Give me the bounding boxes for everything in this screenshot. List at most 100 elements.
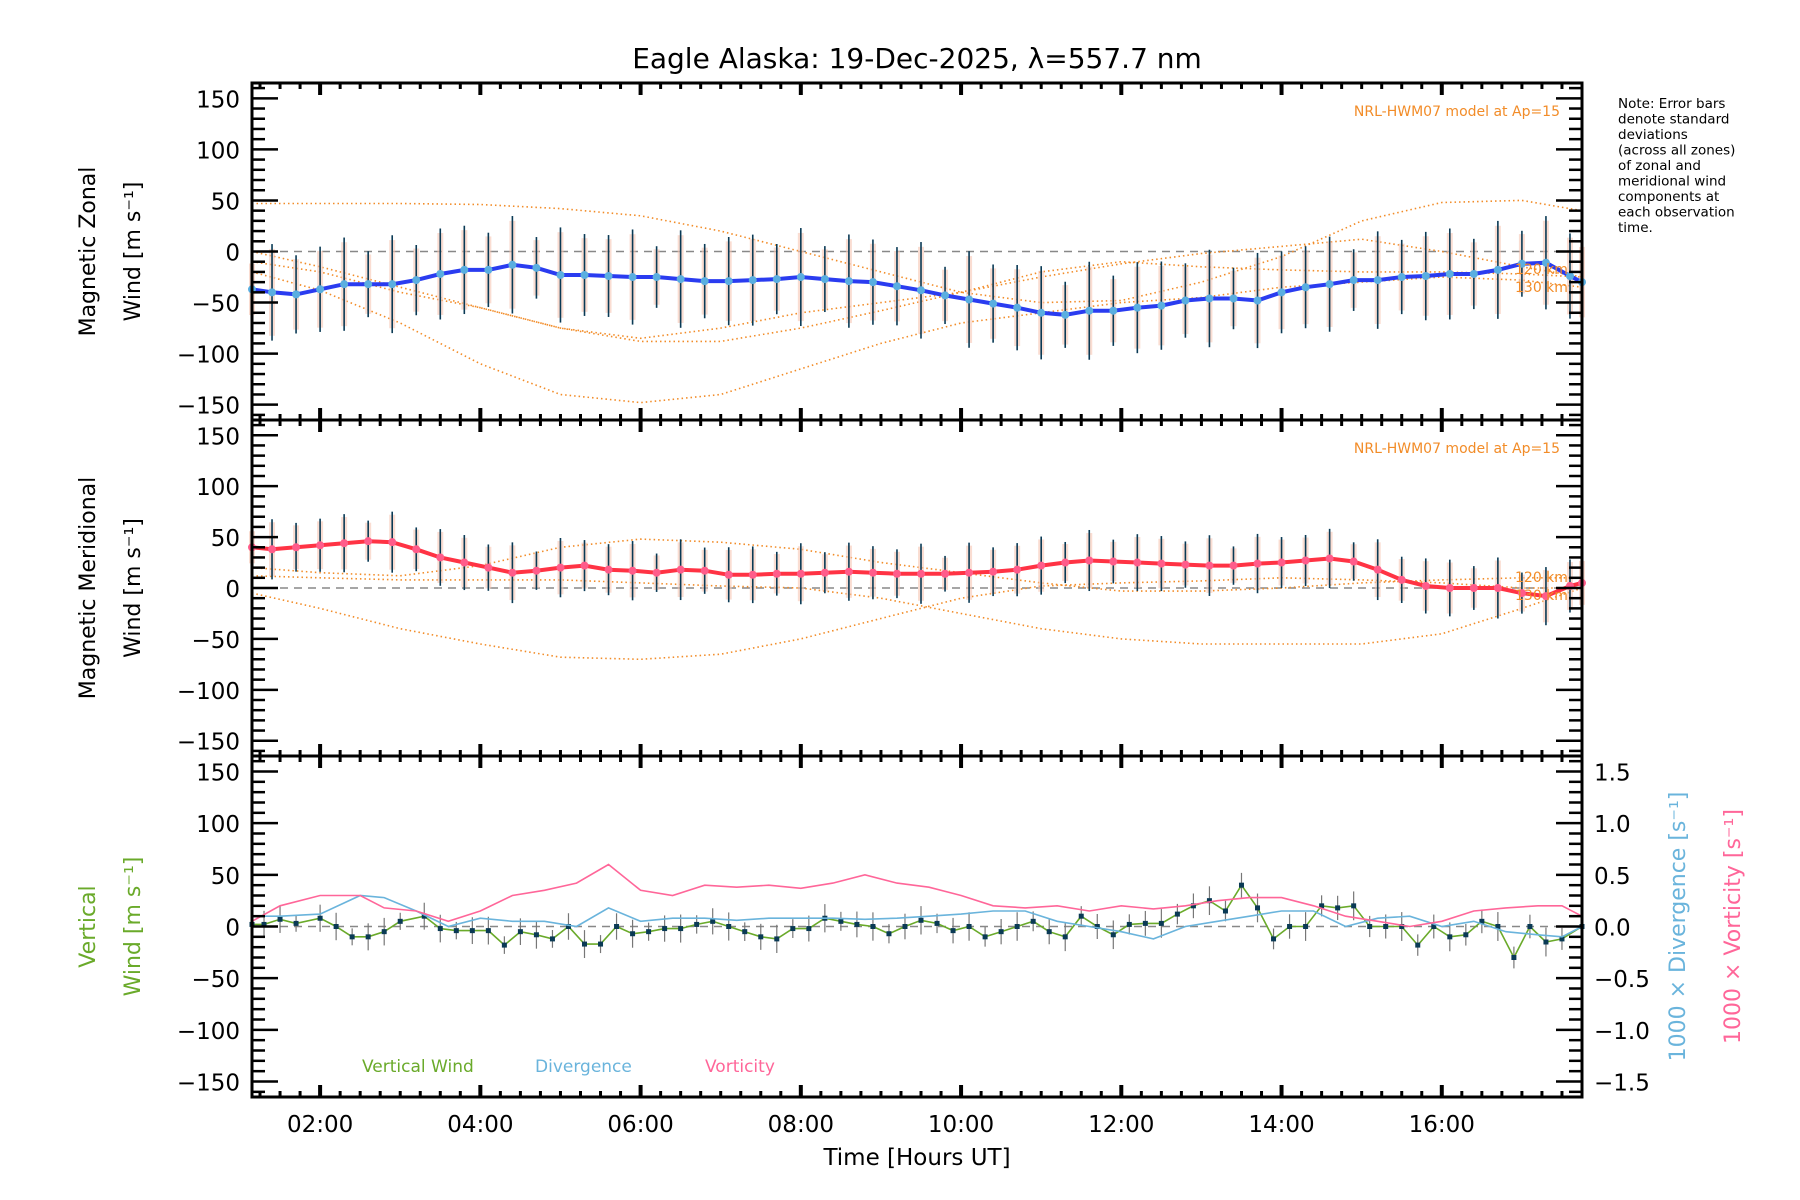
data-point: [1205, 294, 1214, 303]
y-tick-label: −150: [177, 1071, 240, 1097]
model-altitude-label: 120 km: [1515, 262, 1568, 278]
series-line: [252, 894, 1583, 940]
x-axis-label: Time [Hours UT]: [822, 1145, 1010, 1171]
data-point: [1046, 929, 1052, 935]
data-point: [758, 934, 764, 940]
data-point: [941, 291, 950, 300]
data-point: [1229, 294, 1238, 303]
x-tick-label: 14:00: [1248, 1112, 1314, 1138]
data-point: [902, 924, 908, 929]
data-point: [1517, 259, 1526, 268]
data-point: [652, 273, 661, 282]
data-point: [508, 260, 517, 269]
data-point: [1559, 936, 1565, 942]
data-point: [1541, 258, 1550, 267]
data-point: [1325, 554, 1334, 563]
data-point: [261, 921, 267, 927]
y-tick-label: 0: [225, 916, 240, 942]
data-point: [317, 915, 323, 921]
data-point: [1397, 575, 1406, 584]
y2-tick-label: 1.0: [1594, 812, 1631, 838]
data-point: [1109, 557, 1118, 566]
data-point: [598, 941, 604, 947]
y2-tick-label: −1.5: [1594, 1071, 1650, 1097]
data-point: [1301, 283, 1310, 292]
legend-entry: Vertical Wind: [362, 1057, 474, 1077]
data-point: [700, 277, 709, 286]
data-point: [460, 558, 469, 567]
data-point: [1133, 303, 1142, 312]
data-point: [1421, 272, 1430, 281]
y-tick-label: −50: [191, 628, 240, 654]
y-tick-label: 150: [196, 424, 240, 450]
data-point: [678, 926, 684, 932]
y-axis-label: Vertical: [76, 885, 101, 967]
data-point: [460, 265, 469, 274]
data-point: [989, 567, 998, 576]
data-point: [742, 929, 748, 935]
data-point: [1157, 301, 1166, 310]
data-point: [421, 913, 427, 919]
data-point: [1094, 924, 1100, 929]
data-point: [1181, 560, 1190, 569]
y2-tick-label: 0.5: [1594, 864, 1631, 890]
data-point: [917, 569, 926, 578]
data-point: [1493, 265, 1502, 274]
y-tick-label: −50: [191, 292, 240, 318]
data-point: [790, 926, 796, 932]
legend-entry: Divergence: [535, 1057, 632, 1077]
data-point: [1445, 269, 1454, 278]
y2-tick-label: −1.0: [1594, 1019, 1650, 1045]
data-point: [340, 280, 349, 289]
data-point: [966, 924, 972, 929]
data-point: [965, 295, 974, 304]
y-tick-label: 0: [225, 241, 240, 267]
panel-meridional: 150 100 50 0 −50 −100 −150 Magnetic Meridional W…: [76, 418, 1586, 758]
x-tick-label: 10:00: [928, 1112, 994, 1138]
model-altitude-label: 130 km: [1515, 588, 1568, 604]
data-point: [796, 273, 805, 282]
model-altitude-label: 120 km: [1515, 570, 1568, 586]
data-point: [918, 917, 924, 923]
note-line: components at: [1618, 189, 1719, 205]
chart-title: Eagle Alaska: 19-Dec-2025, λ=557.7 nm: [632, 42, 1202, 75]
data-point: [868, 568, 877, 577]
data-point: [965, 568, 974, 577]
data-point: [580, 561, 589, 570]
data-point: [1541, 592, 1550, 601]
data-point: [1543, 939, 1549, 945]
y-axis-label: Magnetic Meridional: [76, 477, 101, 699]
model-label: NRL-HWM07 model at Ap=15: [1354, 441, 1560, 457]
y-axis-unit-label: Wind [m s⁻¹]: [121, 857, 146, 997]
y-tick-label: 100: [196, 812, 240, 838]
series-line: [251, 260, 1583, 317]
note-line: meridional wind: [1618, 174, 1726, 190]
data-point: [484, 563, 493, 572]
x-tick-label: 06:00: [607, 1112, 673, 1138]
note-line: each observation: [1618, 205, 1735, 221]
data-point: [388, 538, 397, 547]
data-point: [774, 936, 780, 942]
y2-tick-label: −0.5: [1594, 967, 1650, 993]
data-point: [1238, 882, 1244, 888]
y-tick-label: −100: [177, 679, 240, 705]
data-point: [1325, 280, 1334, 289]
data-point: [1397, 273, 1406, 282]
note-line: deviations: [1618, 127, 1688, 143]
data-point: [1158, 920, 1164, 926]
data-point: [854, 921, 860, 927]
series-line: [251, 863, 1583, 928]
data-point: [724, 277, 733, 286]
data-point: [1469, 584, 1478, 592]
data-point: [532, 566, 541, 575]
data-point: [1061, 558, 1070, 567]
data-point: [934, 920, 940, 926]
data-point: [532, 263, 541, 272]
data-point: [1142, 920, 1148, 926]
data-point: [604, 272, 613, 281]
model-label: NRL-HWM07 model at Ap=15: [1354, 104, 1560, 120]
data-point: [508, 568, 517, 577]
data-point: [870, 924, 876, 929]
data-point: [1061, 310, 1070, 319]
